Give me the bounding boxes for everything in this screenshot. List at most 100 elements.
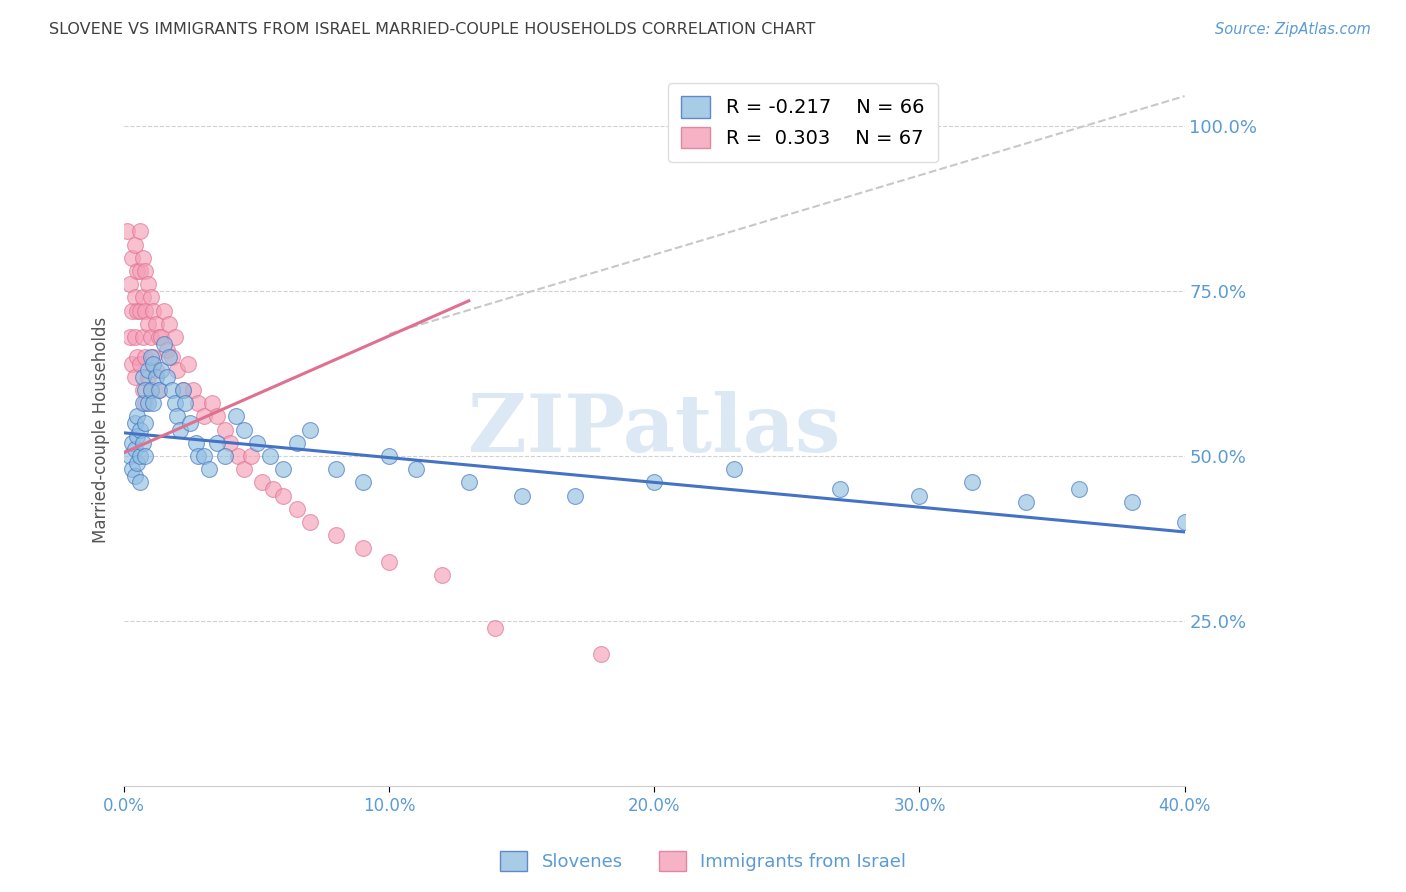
Point <box>1014 495 1036 509</box>
Point <box>298 423 321 437</box>
Point <box>139 330 162 344</box>
Point <box>723 462 745 476</box>
Point <box>132 330 155 344</box>
Point <box>250 475 273 490</box>
Point <box>1174 515 1197 529</box>
Point <box>124 416 146 430</box>
Point <box>134 264 156 278</box>
Point <box>134 449 156 463</box>
Point <box>166 409 188 424</box>
Legend: R = -0.217    N = 66, R =  0.303    N = 67: R = -0.217 N = 66, R = 0.303 N = 67 <box>668 83 938 162</box>
Point <box>127 264 149 278</box>
Point <box>148 330 170 344</box>
Point <box>240 449 263 463</box>
Point <box>132 251 155 265</box>
Point <box>193 409 215 424</box>
Point <box>205 409 228 424</box>
Text: SLOVENE VS IMMIGRANTS FROM ISRAEL MARRIED-COUPLE HOUSEHOLDS CORRELATION CHART: SLOVENE VS IMMIGRANTS FROM ISRAEL MARRIE… <box>49 22 815 37</box>
Point <box>205 435 228 450</box>
Point <box>1067 482 1090 496</box>
Point <box>142 396 165 410</box>
Point <box>127 350 149 364</box>
Point <box>172 383 194 397</box>
Point <box>145 317 167 331</box>
Point <box>352 541 374 556</box>
Point <box>179 416 201 430</box>
Point <box>160 383 183 397</box>
Point <box>139 383 162 397</box>
Point <box>285 435 308 450</box>
Point <box>510 489 533 503</box>
Point <box>129 264 152 278</box>
Point <box>121 357 143 371</box>
Point <box>184 435 207 450</box>
Point <box>908 489 931 503</box>
Point <box>271 462 294 476</box>
Point <box>132 435 155 450</box>
Point <box>142 350 165 364</box>
Point <box>134 396 156 410</box>
Point <box>325 462 347 476</box>
Point <box>139 383 162 397</box>
Point <box>643 475 665 490</box>
Point <box>214 449 236 463</box>
Point <box>118 277 141 292</box>
Point <box>157 350 180 364</box>
Point <box>226 449 249 463</box>
Point <box>134 416 156 430</box>
Legend: Slovenes, Immigrants from Israel: Slovenes, Immigrants from Israel <box>492 844 914 879</box>
Point <box>148 383 170 397</box>
Point <box>118 449 141 463</box>
Point <box>124 291 146 305</box>
Point <box>136 317 159 331</box>
Point <box>181 383 204 397</box>
Text: ZIPatlas: ZIPatlas <box>468 391 841 468</box>
Point <box>118 330 141 344</box>
Point <box>124 330 146 344</box>
Point <box>136 369 159 384</box>
Point <box>127 409 149 424</box>
Point <box>962 475 984 490</box>
Point <box>134 350 156 364</box>
Point <box>145 369 167 384</box>
Point <box>150 363 173 377</box>
Point <box>132 291 155 305</box>
Y-axis label: Married-couple Households: Married-couple Households <box>93 317 110 542</box>
Point <box>259 449 281 463</box>
Point <box>246 435 269 450</box>
Point <box>134 303 156 318</box>
Point <box>139 350 162 364</box>
Point <box>187 396 209 410</box>
Point <box>121 251 143 265</box>
Point <box>157 317 180 331</box>
Point <box>129 357 152 371</box>
Text: Source: ZipAtlas.com: Source: ZipAtlas.com <box>1215 22 1371 37</box>
Point <box>127 429 149 443</box>
Point <box>142 357 165 371</box>
Point <box>405 462 427 476</box>
Point <box>124 442 146 457</box>
Point <box>127 303 149 318</box>
Point <box>150 330 173 344</box>
Point <box>132 383 155 397</box>
Point <box>432 567 454 582</box>
Point <box>145 363 167 377</box>
Point <box>121 303 143 318</box>
Point <box>169 423 191 437</box>
Point <box>142 303 165 318</box>
Point <box>187 449 209 463</box>
Point <box>352 475 374 490</box>
Point <box>129 423 152 437</box>
Point <box>132 369 155 384</box>
Point <box>262 482 284 496</box>
Point <box>166 363 188 377</box>
Point <box>177 357 200 371</box>
Point <box>153 336 176 351</box>
Point <box>127 456 149 470</box>
Point <box>124 237 146 252</box>
Point <box>214 423 236 437</box>
Point <box>156 369 179 384</box>
Point <box>136 396 159 410</box>
Point <box>129 449 152 463</box>
Point <box>271 489 294 503</box>
